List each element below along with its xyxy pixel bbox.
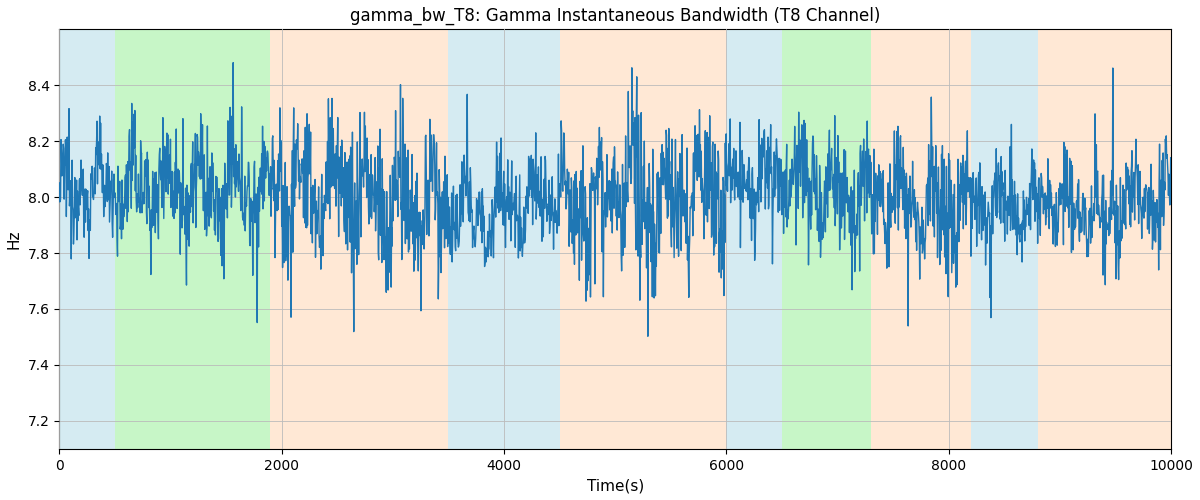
Bar xyxy=(726,30,782,449)
Bar xyxy=(782,30,871,449)
Bar xyxy=(971,30,1038,449)
X-axis label: Time(s): Time(s) xyxy=(587,478,643,493)
Bar xyxy=(1038,30,1171,449)
Bar xyxy=(871,30,971,449)
Bar xyxy=(59,30,115,449)
Bar xyxy=(449,30,559,449)
Bar xyxy=(559,30,726,449)
Title: gamma_bw_T8: Gamma Instantaneous Bandwidth (T8 Channel): gamma_bw_T8: Gamma Instantaneous Bandwid… xyxy=(350,7,881,25)
Bar xyxy=(115,30,270,449)
Bar xyxy=(270,30,449,449)
Y-axis label: Hz: Hz xyxy=(7,230,22,249)
